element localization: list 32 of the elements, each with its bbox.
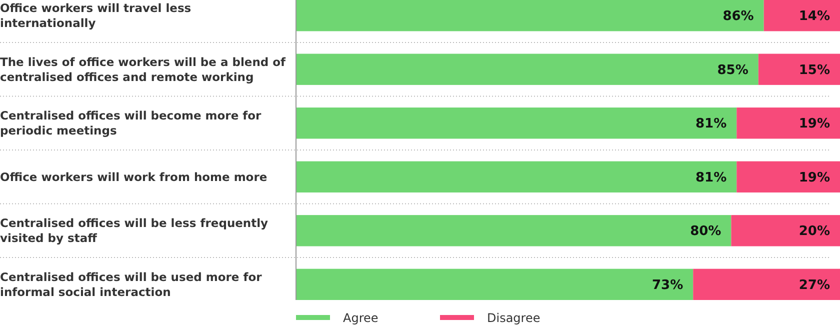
data-label: 15%	[798, 62, 830, 78]
y-tick-label: The lives of office workers will be a blend of centralised offices and remote working	[0, 54, 287, 84]
legend-label: Agree	[343, 311, 378, 326]
bar	[296, 0, 764, 32]
y-tick-label: Office workers will work from home more	[0, 170, 268, 184]
y-tick-label: Office workers will travel less internationally	[0, 1, 192, 30]
data-label: 81%	[696, 170, 727, 186]
data-label: 80%	[690, 224, 722, 240]
bar	[296, 54, 758, 85]
bar	[296, 108, 737, 139]
bar	[764, 0, 840, 32]
data-label: 85%	[717, 62, 748, 78]
data-label: 19%	[798, 116, 830, 132]
bar	[736, 108, 840, 139]
bar	[296, 215, 732, 246]
bar	[693, 268, 840, 300]
data-label: 73%	[652, 278, 684, 293]
bar	[731, 215, 840, 246]
data-label: 14%	[798, 9, 830, 24]
y-tick-label: Centralised offices will be used more for informal social interaction	[0, 270, 262, 299]
data-label: 27%	[798, 278, 830, 293]
y-tick-label: Centralised offices will be less frequently visited by staff	[0, 216, 269, 246]
bar	[758, 54, 840, 85]
data-label: 81%	[696, 116, 727, 132]
data-label: 86%	[722, 9, 754, 24]
bar	[296, 268, 694, 300]
data-label: 19%	[798, 170, 830, 186]
legend-label: Disagree	[487, 311, 540, 326]
y-tick-label: Centralised offices will become more for periodic meetings	[0, 108, 262, 138]
data-label: 20%	[798, 224, 830, 240]
bar	[296, 161, 737, 192]
bar	[736, 161, 840, 192]
